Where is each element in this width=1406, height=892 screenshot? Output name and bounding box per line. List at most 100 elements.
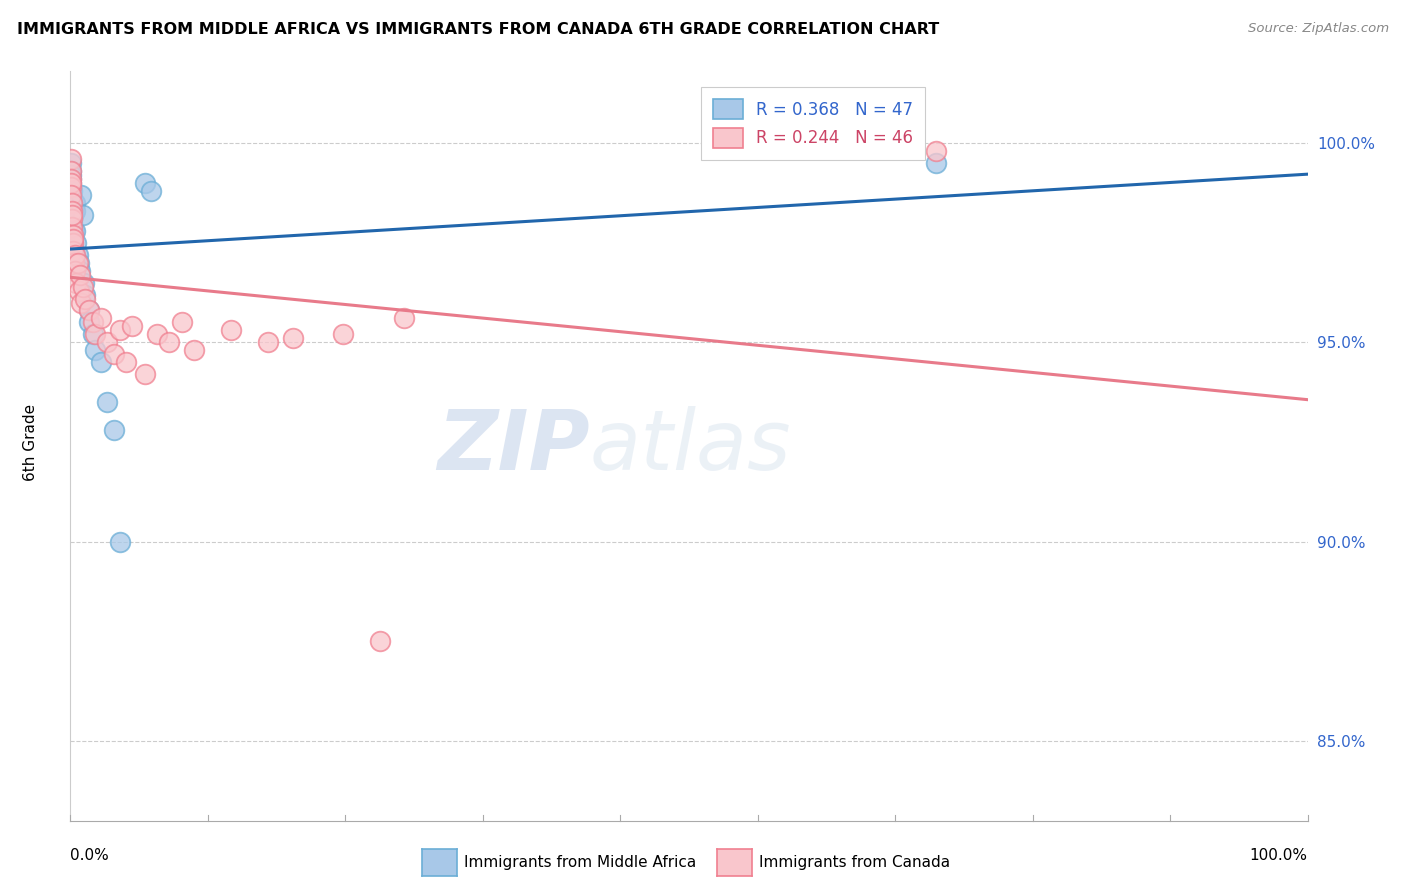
Point xyxy=(77,303,100,318)
Point xyxy=(60,195,83,210)
Point xyxy=(60,216,83,230)
Point xyxy=(62,200,84,214)
Text: Source: ZipAtlas.com: Source: ZipAtlas.com xyxy=(1249,22,1389,36)
Point xyxy=(157,335,180,350)
Point xyxy=(134,368,156,382)
Point xyxy=(62,208,84,222)
Point xyxy=(63,248,86,262)
Point xyxy=(62,240,84,254)
Point xyxy=(67,284,90,298)
Point xyxy=(82,327,104,342)
Text: IMMIGRANTS FROM MIDDLE AFRICA VS IMMIGRANTS FROM CANADA 6TH GRADE CORRELATION CH: IMMIGRANTS FROM MIDDLE AFRICA VS IMMIGRA… xyxy=(17,22,939,37)
Point xyxy=(368,634,391,648)
Point xyxy=(60,180,83,194)
Point xyxy=(108,323,131,337)
Point xyxy=(59,152,82,166)
Point xyxy=(90,355,112,369)
Point xyxy=(60,184,83,198)
Point xyxy=(60,211,83,226)
Point xyxy=(183,343,205,358)
Point xyxy=(66,248,89,262)
Point xyxy=(65,263,87,277)
Point xyxy=(77,303,100,318)
Point xyxy=(332,327,354,342)
Point xyxy=(103,347,125,361)
Point xyxy=(65,276,87,290)
Point xyxy=(70,295,93,310)
Point xyxy=(60,192,83,206)
Point xyxy=(60,203,83,218)
Point xyxy=(60,227,83,242)
Point xyxy=(60,188,83,202)
Point xyxy=(59,164,82,178)
Point xyxy=(60,176,83,190)
Point xyxy=(60,235,83,250)
Point xyxy=(90,311,112,326)
Point xyxy=(134,176,156,190)
Point xyxy=(66,255,89,269)
Point xyxy=(84,327,107,342)
Point xyxy=(281,331,304,345)
Text: 100.0%: 100.0% xyxy=(1250,848,1308,863)
Point xyxy=(146,327,169,342)
Point xyxy=(60,203,83,218)
Text: 6th Grade: 6th Grade xyxy=(24,403,38,481)
Point xyxy=(60,211,83,226)
Point xyxy=(60,188,83,202)
Point xyxy=(82,315,104,329)
Point xyxy=(65,235,87,250)
Point xyxy=(60,219,83,234)
Point xyxy=(65,203,87,218)
Point xyxy=(60,195,83,210)
Text: Immigrants from Canada: Immigrants from Canada xyxy=(759,855,950,870)
Text: Immigrants from Middle Africa: Immigrants from Middle Africa xyxy=(464,855,696,870)
Point xyxy=(121,319,143,334)
Legend: R = 0.368   N = 47, R = 0.244   N = 46: R = 0.368 N = 47, R = 0.244 N = 46 xyxy=(700,87,925,160)
Point xyxy=(72,279,94,293)
Point xyxy=(60,172,83,186)
Point xyxy=(70,188,93,202)
Point xyxy=(219,323,242,337)
Point xyxy=(59,164,82,178)
Point xyxy=(63,255,86,269)
Point xyxy=(73,276,96,290)
Point xyxy=(59,168,82,182)
Point xyxy=(60,219,83,234)
Point xyxy=(62,224,84,238)
Point xyxy=(62,232,84,246)
Point xyxy=(65,224,87,238)
Text: 0.0%: 0.0% xyxy=(70,848,110,863)
Point xyxy=(62,244,84,258)
Point xyxy=(394,311,416,326)
Point xyxy=(59,156,82,170)
Point xyxy=(108,534,131,549)
Point xyxy=(84,343,107,358)
Point xyxy=(96,395,118,409)
Point xyxy=(103,423,125,437)
Point xyxy=(62,232,84,246)
Point xyxy=(63,248,86,262)
Point xyxy=(62,227,84,242)
Point xyxy=(62,252,84,266)
Text: ZIP: ZIP xyxy=(437,406,591,486)
Point xyxy=(60,208,83,222)
Point xyxy=(96,335,118,350)
Point xyxy=(67,255,90,269)
Point xyxy=(257,335,280,350)
Point xyxy=(139,184,162,198)
Point xyxy=(925,144,948,158)
Point xyxy=(170,315,193,329)
Text: atlas: atlas xyxy=(591,406,792,486)
Point xyxy=(60,180,83,194)
Point xyxy=(72,208,94,222)
Point xyxy=(925,156,948,170)
Point xyxy=(69,263,91,277)
Point xyxy=(62,235,84,250)
Point xyxy=(60,172,83,186)
Point xyxy=(63,255,86,269)
Point xyxy=(60,176,83,190)
Point xyxy=(75,292,97,306)
Point xyxy=(69,268,91,282)
Point xyxy=(62,244,84,258)
Point xyxy=(75,287,97,301)
